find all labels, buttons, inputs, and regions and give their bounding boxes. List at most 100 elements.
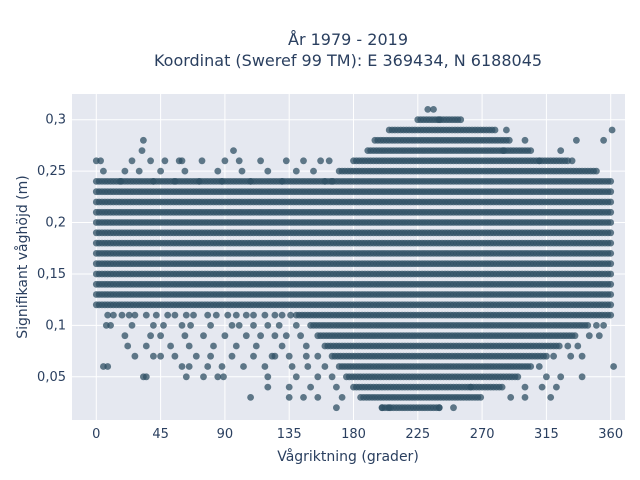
data-point: [435, 404, 443, 412]
data-point: [607, 291, 615, 298]
data-point: [608, 126, 616, 134]
data-point: [107, 322, 114, 329]
data-point: [204, 311, 212, 319]
data-point: [118, 311, 126, 319]
x-axis-ticks: 0 45 90 135 180 225 270 315 360: [92, 427, 623, 442]
data-point: [190, 311, 197, 319]
data-point: [555, 342, 563, 350]
data-point: [110, 311, 117, 319]
x-tick-label: 360: [598, 427, 623, 442]
data-point: [117, 178, 124, 185]
y-tick-label: 0,15: [37, 267, 66, 282]
data-point: [292, 167, 300, 175]
data-point: [584, 322, 592, 329]
data-point: [507, 394, 515, 401]
data-point: [138, 147, 146, 155]
data-point: [147, 332, 155, 340]
data-point: [430, 106, 437, 113]
data-point: [607, 280, 615, 288]
data-point: [97, 157, 104, 165]
data-point: [282, 157, 290, 165]
data-point: [321, 178, 329, 185]
data-point: [142, 342, 150, 350]
data-point: [607, 270, 615, 278]
data-point: [124, 342, 132, 350]
data-point: [214, 373, 222, 381]
data-point: [607, 178, 615, 185]
x-tick-label: 225: [405, 427, 430, 442]
data-point: [160, 322, 167, 329]
data-point: [424, 106, 432, 113]
data-point: [250, 322, 257, 329]
data-point: [142, 373, 150, 381]
data-point: [607, 239, 615, 247]
data-point: [131, 311, 139, 319]
data-point: [210, 342, 217, 350]
data-point: [547, 394, 555, 401]
x-tick-label: 90: [217, 427, 234, 442]
data-point: [242, 311, 250, 319]
data-point: [128, 157, 136, 165]
data-point: [500, 147, 507, 155]
data-point: [600, 136, 607, 144]
data-point: [214, 167, 222, 175]
data-point: [300, 394, 307, 401]
data-point: [607, 188, 615, 196]
data-point: [198, 157, 206, 165]
data-point: [285, 383, 293, 391]
data-point: [261, 311, 269, 319]
data-point: [467, 383, 475, 391]
y-axis-label: Signifikant våghöjd (m): [14, 175, 31, 338]
data-point: [300, 157, 307, 165]
data-point: [131, 352, 139, 360]
y-tick-label: 0,05: [37, 370, 66, 385]
data-point: [543, 352, 550, 360]
data-point: [328, 178, 336, 185]
data-point: [164, 311, 172, 319]
data-point: [220, 373, 227, 381]
data-point: [212, 311, 220, 319]
data-point: [457, 116, 465, 124]
x-tick-label: 270: [470, 427, 495, 442]
data-point: [527, 363, 535, 370]
data-point: [195, 178, 203, 185]
data-point: [578, 373, 586, 381]
data-point: [247, 178, 255, 185]
data-point: [285, 352, 293, 360]
data-point: [187, 322, 195, 329]
data-point: [450, 404, 457, 412]
y-tick-label: 0,3: [45, 113, 66, 128]
data-point: [498, 383, 506, 391]
data-point: [282, 332, 290, 340]
data-point: [185, 363, 193, 370]
data-point: [333, 383, 340, 391]
data-point: [333, 404, 340, 412]
data-point: [600, 322, 607, 329]
data-point: [567, 352, 575, 360]
data-point: [578, 352, 586, 360]
data-point: [593, 167, 600, 175]
data-point: [228, 352, 236, 360]
data-point: [147, 157, 155, 165]
data-point: [207, 322, 215, 329]
plot-area: [72, 94, 625, 420]
data-point: [271, 332, 279, 340]
data-point: [550, 352, 557, 360]
data-point: [595, 332, 603, 340]
data-point: [181, 332, 189, 340]
data-point: [275, 322, 283, 329]
data-point: [310, 167, 317, 175]
data-point: [491, 126, 499, 134]
data-point: [288, 363, 296, 370]
data-point: [257, 157, 264, 165]
data-point: [221, 332, 229, 340]
data-point: [553, 383, 560, 391]
data-point: [230, 147, 237, 155]
data-point: [250, 352, 257, 360]
data-point: [325, 157, 333, 165]
data-point: [574, 342, 582, 350]
data-point: [317, 157, 324, 165]
data-point: [142, 311, 150, 319]
data-point: [557, 373, 565, 381]
